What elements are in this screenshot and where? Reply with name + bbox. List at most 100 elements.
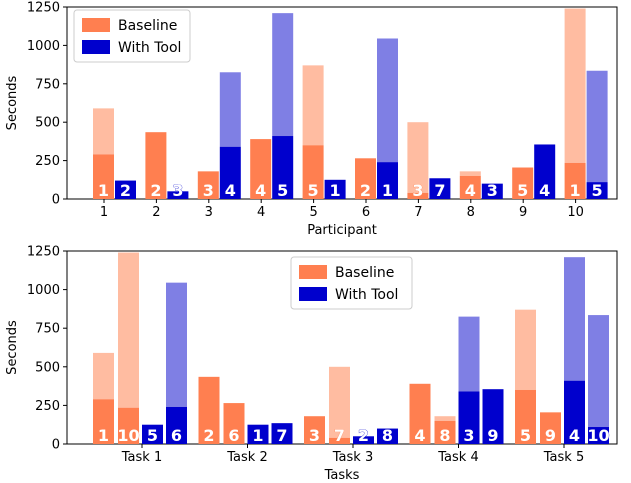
bar-id-label: 4: [569, 426, 580, 445]
baseline-bar: [198, 376, 220, 444]
bar-id-label: 4: [225, 181, 236, 200]
y-tick-label: 0: [52, 193, 60, 208]
baseline-bar: [329, 437, 350, 444]
bar-id-label: 1: [382, 181, 393, 200]
x-tick-label: 8: [467, 205, 475, 220]
bar-id-label: 4: [255, 181, 266, 200]
bar-id-label: 1: [252, 426, 263, 445]
y-axis-label: Seconds: [5, 75, 20, 130]
with-tool-bar: [247, 424, 269, 444]
x-tick-label: Task 1: [121, 450, 162, 465]
legend-swatch-with-tool: [82, 40, 110, 54]
with-tool-bar: [564, 380, 585, 444]
with-tool-bar: [534, 144, 556, 199]
bar-id-label: 1: [98, 181, 109, 200]
with-tool-bar: [458, 391, 480, 444]
y-tick-label: 500: [35, 116, 60, 131]
bar-id-label: 4: [414, 426, 425, 445]
with-tool-bar-upper: [588, 315, 609, 428]
x-tick-label: 9: [519, 205, 527, 220]
bar-id-label: 3: [172, 181, 183, 200]
bar-id-label: 3: [309, 426, 320, 445]
bar-id-label: 8: [439, 426, 450, 445]
bar-id-label: 6: [171, 426, 182, 445]
bar-id-label: 2: [360, 181, 371, 200]
with-tool-bar: [588, 427, 609, 444]
bar-id-label: 5: [517, 181, 528, 200]
with-tool-bar: [324, 179, 346, 199]
with-tool-bar-upper: [272, 13, 294, 137]
y-tick-label: 1250: [27, 245, 60, 260]
bar-id-label: 9: [487, 426, 498, 445]
with-tool-bar-upper: [377, 38, 398, 163]
baseline-bar: [564, 162, 586, 199]
baseline-bar: [515, 389, 536, 444]
with-tool-bar: [429, 178, 451, 199]
bar-id-label: 1: [570, 181, 581, 200]
baseline-bar-upper: [302, 65, 324, 146]
bar-id-label: 10: [587, 426, 609, 445]
baseline-bar: [145, 132, 167, 199]
bar-id-label: 6: [228, 426, 239, 445]
with-tool-bar: [481, 183, 503, 199]
y-axis-label: Seconds: [5, 320, 20, 375]
baseline-bar-upper: [407, 122, 429, 193]
with-tool-bar: [219, 146, 241, 199]
bar-id-label: 2: [203, 426, 214, 445]
bar-id-label: 10: [117, 426, 139, 445]
baseline-bar: [512, 167, 534, 199]
y-tick-label: 1250: [27, 1, 60, 16]
with-tool-bar: [586, 182, 608, 199]
x-tick-label: 1: [100, 205, 108, 220]
with-tool-bar: [377, 428, 398, 444]
with-tool-bar: [167, 191, 189, 199]
baseline-bar: [407, 192, 429, 199]
y-tick-label: 250: [35, 399, 60, 414]
x-axis-label: Participant: [307, 223, 377, 238]
bar-id-label: 7: [276, 426, 287, 445]
x-tick-label: Task 4: [437, 450, 478, 465]
baseline-bar: [118, 407, 139, 444]
with-tool-bar-upper: [219, 72, 241, 147]
legend-swatch-baseline: [299, 265, 327, 279]
y-tick-label: 250: [35, 154, 60, 169]
baseline-bar-upper: [93, 352, 114, 400]
x-axis-label: Tasks: [324, 468, 360, 483]
y-tick-label: 1000: [27, 39, 60, 54]
bar-id-label: 2: [120, 181, 131, 200]
baseline-bar: [93, 154, 114, 199]
legend-entry-label: With Tool: [118, 40, 181, 56]
bar-id-label: 9: [545, 426, 556, 445]
baseline-bar-upper: [329, 366, 350, 438]
baseline-bar: [302, 145, 324, 199]
bar-id-label: 5: [277, 181, 288, 200]
bar-id-label: 5: [520, 426, 531, 445]
legend: Baseline With Tool: [73, 9, 191, 63]
bar-id-label: 3: [463, 426, 474, 445]
x-tick-label: 6: [362, 205, 370, 220]
bar-id-label: 3: [412, 181, 423, 200]
baseline-bar: [355, 158, 376, 199]
with-tool-bar: [353, 436, 374, 444]
baseline-bar: [197, 171, 219, 199]
y-tick-label: 750: [35, 322, 60, 337]
baseline-bar: [459, 175, 481, 199]
y-tick-label: 750: [35, 77, 60, 92]
with-tool-bar: [482, 389, 504, 444]
baseline-bar: [250, 139, 272, 199]
bar-id-label: 4: [465, 181, 476, 200]
with-tool-bar: [166, 406, 187, 444]
legend-swatch-with-tool: [299, 287, 327, 301]
bar-id-label: 3: [487, 181, 498, 200]
bar-id-label: 4: [539, 181, 550, 200]
with-tool-bar: [115, 180, 136, 199]
y-tick-label: 0: [52, 438, 60, 453]
x-tick-label: 10: [567, 205, 584, 220]
bar-id-label: 5: [592, 181, 603, 200]
baseline-bar: [434, 420, 456, 444]
baseline-bar: [223, 403, 245, 444]
y-tick-label: 1000: [27, 283, 60, 298]
bar-id-label: 7: [334, 426, 345, 445]
x-tick-label: 2: [152, 205, 160, 220]
